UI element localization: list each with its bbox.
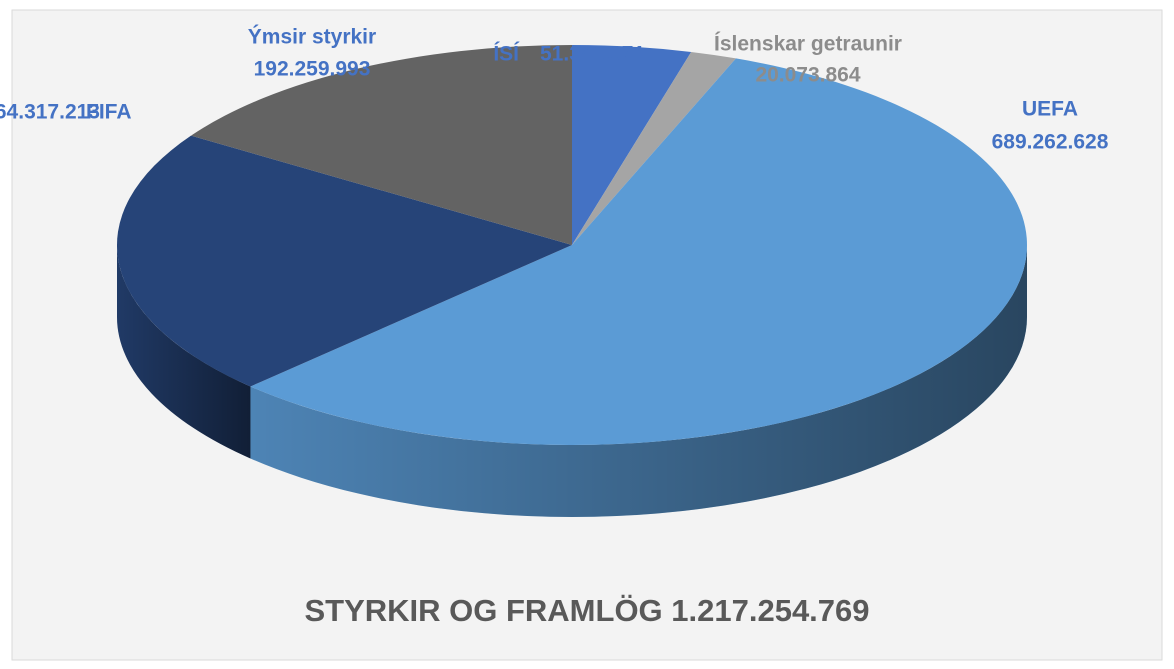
value-label: 192.259.993 <box>254 58 371 81</box>
value-label: 689.262.628 <box>992 131 1109 154</box>
slice-side-shade <box>250 245 1027 517</box>
slice <box>117 135 573 387</box>
category-label: FIFA <box>86 101 132 124</box>
value-label: 264.317.213 <box>0 101 100 124</box>
category-label: Ýmsir styrkir <box>248 25 376 49</box>
category-label: Íslenskar getraunir <box>714 33 902 56</box>
value-label: 51.341.071 <box>540 43 645 66</box>
slice <box>191 45 572 245</box>
slice <box>572 45 692 245</box>
slice-side-shade <box>116 245 251 459</box>
category-label: UEFA <box>1022 98 1078 121</box>
category-label: ÍSÍ <box>493 43 520 66</box>
chart-title: STYRKIR OG FRAMLÖG 1.217.254.769 <box>304 593 869 628</box>
value-label: 20.073.864 <box>755 64 860 87</box>
slice <box>572 51 736 245</box>
slice <box>250 58 1027 445</box>
